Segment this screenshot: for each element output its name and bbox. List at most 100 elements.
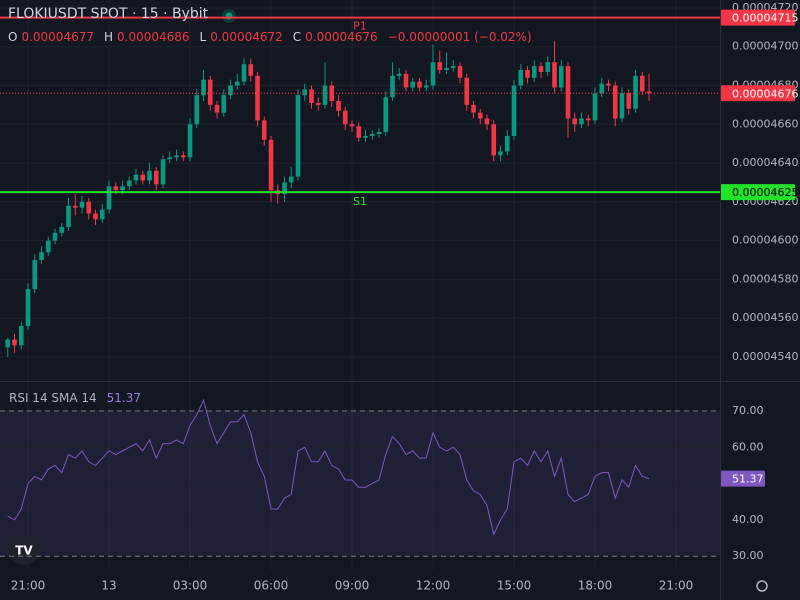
ohlc-value: 0.00004686 <box>117 30 190 44</box>
candle-body <box>518 69 524 86</box>
candle-body <box>261 120 267 140</box>
candle-body <box>52 232 58 241</box>
svg-text:TV: TV <box>15 544 33 558</box>
candle-body <box>315 102 321 105</box>
rsi-line <box>7 398 650 536</box>
y-tick-label: 0.00004700 <box>732 40 798 53</box>
candle-body <box>180 155 186 158</box>
candle-body <box>403 73 409 88</box>
candle-body <box>450 66 456 69</box>
candle-body <box>86 201 92 214</box>
ohlc-key: C <box>292 30 302 44</box>
pane-separator <box>0 381 800 382</box>
candle-body <box>302 89 308 96</box>
candle-body <box>207 79 213 105</box>
ohlc-key: O <box>8 30 18 44</box>
y-tick-label: 70.00 <box>732 404 764 417</box>
level-name: P1 <box>353 20 367 33</box>
price-label-box <box>721 85 795 102</box>
tv-logo[interactable]: TV <box>9 535 39 565</box>
candle-body <box>417 81 422 88</box>
ohlc-key: L <box>199 30 207 44</box>
candle-body <box>93 213 98 220</box>
candle-body <box>147 170 152 181</box>
rsi-value-label: 51.37 <box>732 473 764 486</box>
settings-icon[interactable] <box>756 580 768 592</box>
candle-body <box>113 186 119 191</box>
candle-body <box>282 182 287 195</box>
candle-body <box>612 85 618 119</box>
y-tick-label: 60.00 <box>732 440 764 453</box>
candle-body <box>484 118 490 125</box>
candle-body <box>309 89 314 103</box>
y-tick-label: 0.00004640 <box>732 156 798 169</box>
candle-body <box>491 124 497 156</box>
candle-body <box>565 66 571 119</box>
candle-body <box>349 124 355 127</box>
price-label-box <box>721 184 795 201</box>
candle-body <box>552 62 557 88</box>
x-tick-label: 15:00 <box>497 579 532 593</box>
candle-body <box>187 124 193 158</box>
symbol-title[interactable]: FLOKIUSDT SPOT · 15 · Bybit <box>8 6 209 22</box>
ohlc-value: 0.00004676 <box>305 30 378 44</box>
candle-body <box>525 69 530 78</box>
y-tick-label: 0.00004600 <box>732 234 798 247</box>
price-label: 0.00004625 <box>732 186 798 199</box>
candle-body <box>99 209 105 220</box>
ohlc-value: 0.00004672 <box>210 30 283 44</box>
candle-body <box>45 240 51 253</box>
x-tick-label: 18:00 <box>578 579 613 593</box>
x-tick-label: 13 <box>101 579 116 593</box>
candle-body <box>140 174 146 181</box>
candle-body <box>234 81 240 86</box>
candle-body <box>504 135 510 152</box>
candle-body <box>160 159 166 185</box>
candle-body <box>241 64 247 82</box>
level-name: S1 <box>353 195 367 208</box>
candle-body <box>268 139 274 191</box>
candle-body <box>39 252 44 261</box>
price-label: 0.00004715 <box>732 12 798 25</box>
candle-body <box>646 91 652 94</box>
candle-body <box>133 174 139 181</box>
candle-body <box>174 155 179 158</box>
candle-body <box>255 75 260 121</box>
rsi-value-box <box>721 470 765 487</box>
candle-body <box>66 205 71 228</box>
candle-body <box>430 62 436 86</box>
candle-body <box>423 85 429 88</box>
x-tick-label: 21:00 <box>11 579 46 593</box>
candle-body <box>457 66 463 78</box>
candle-body <box>444 68 449 70</box>
x-tick-label: 03:00 <box>173 579 208 593</box>
x-tick-label: 09:00 <box>335 579 370 593</box>
candle-body <box>12 339 17 346</box>
axis-separator <box>720 0 721 600</box>
candle-body <box>477 112 483 119</box>
y-tick-label: 0.00004540 <box>732 350 798 363</box>
ohlc-legend: O 0.00004677 H 0.00004686 L 0.00004672 C 0.0000… <box>8 30 538 44</box>
candle-body <box>336 101 341 111</box>
candle-body <box>558 66 564 88</box>
candle-body <box>538 66 544 72</box>
candle-body <box>396 73 402 76</box>
candle-body <box>120 186 125 191</box>
rsi-title: RSI 14 SMA 14 <box>9 391 97 405</box>
candle-body <box>167 157 173 160</box>
candle-body <box>437 62 443 70</box>
candle-body <box>464 77 470 105</box>
ohlc-value: 0.00004677 <box>21 30 94 44</box>
candle-body <box>471 104 476 113</box>
x-tick-label: 12:00 <box>416 579 451 593</box>
rsi-value: 51.37 <box>106 391 142 405</box>
candle-body <box>228 85 233 96</box>
candle-body <box>579 118 584 125</box>
candle-body <box>383 97 389 133</box>
candle-body <box>18 325 24 346</box>
price-label: 0.00004676 <box>732 87 798 100</box>
candle-body <box>72 205 78 208</box>
candle-body <box>599 83 605 94</box>
candle-body <box>572 118 578 125</box>
